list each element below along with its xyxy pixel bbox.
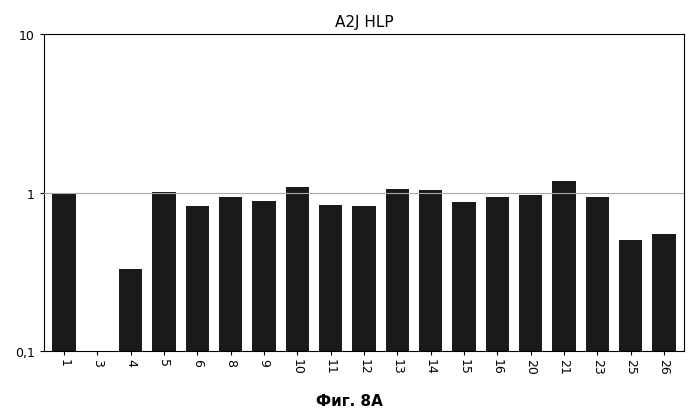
Bar [152,192,175,409]
Title: A2J HLP: A2J HLP [335,15,394,30]
Bar [619,240,642,409]
Bar [452,202,475,409]
Bar [386,189,409,409]
Bar [52,193,75,409]
Bar [519,195,542,409]
Bar [652,234,676,409]
Bar [186,207,209,409]
Bar [486,197,509,409]
Bar [252,202,275,409]
Bar [286,188,309,409]
Bar [119,269,143,409]
Bar [586,198,609,409]
Bar [219,198,243,409]
Bar [552,182,576,409]
Text: Фиг. 8A: Фиг. 8A [316,393,383,408]
Bar [352,207,375,409]
Bar [419,191,442,409]
Bar [319,206,343,409]
